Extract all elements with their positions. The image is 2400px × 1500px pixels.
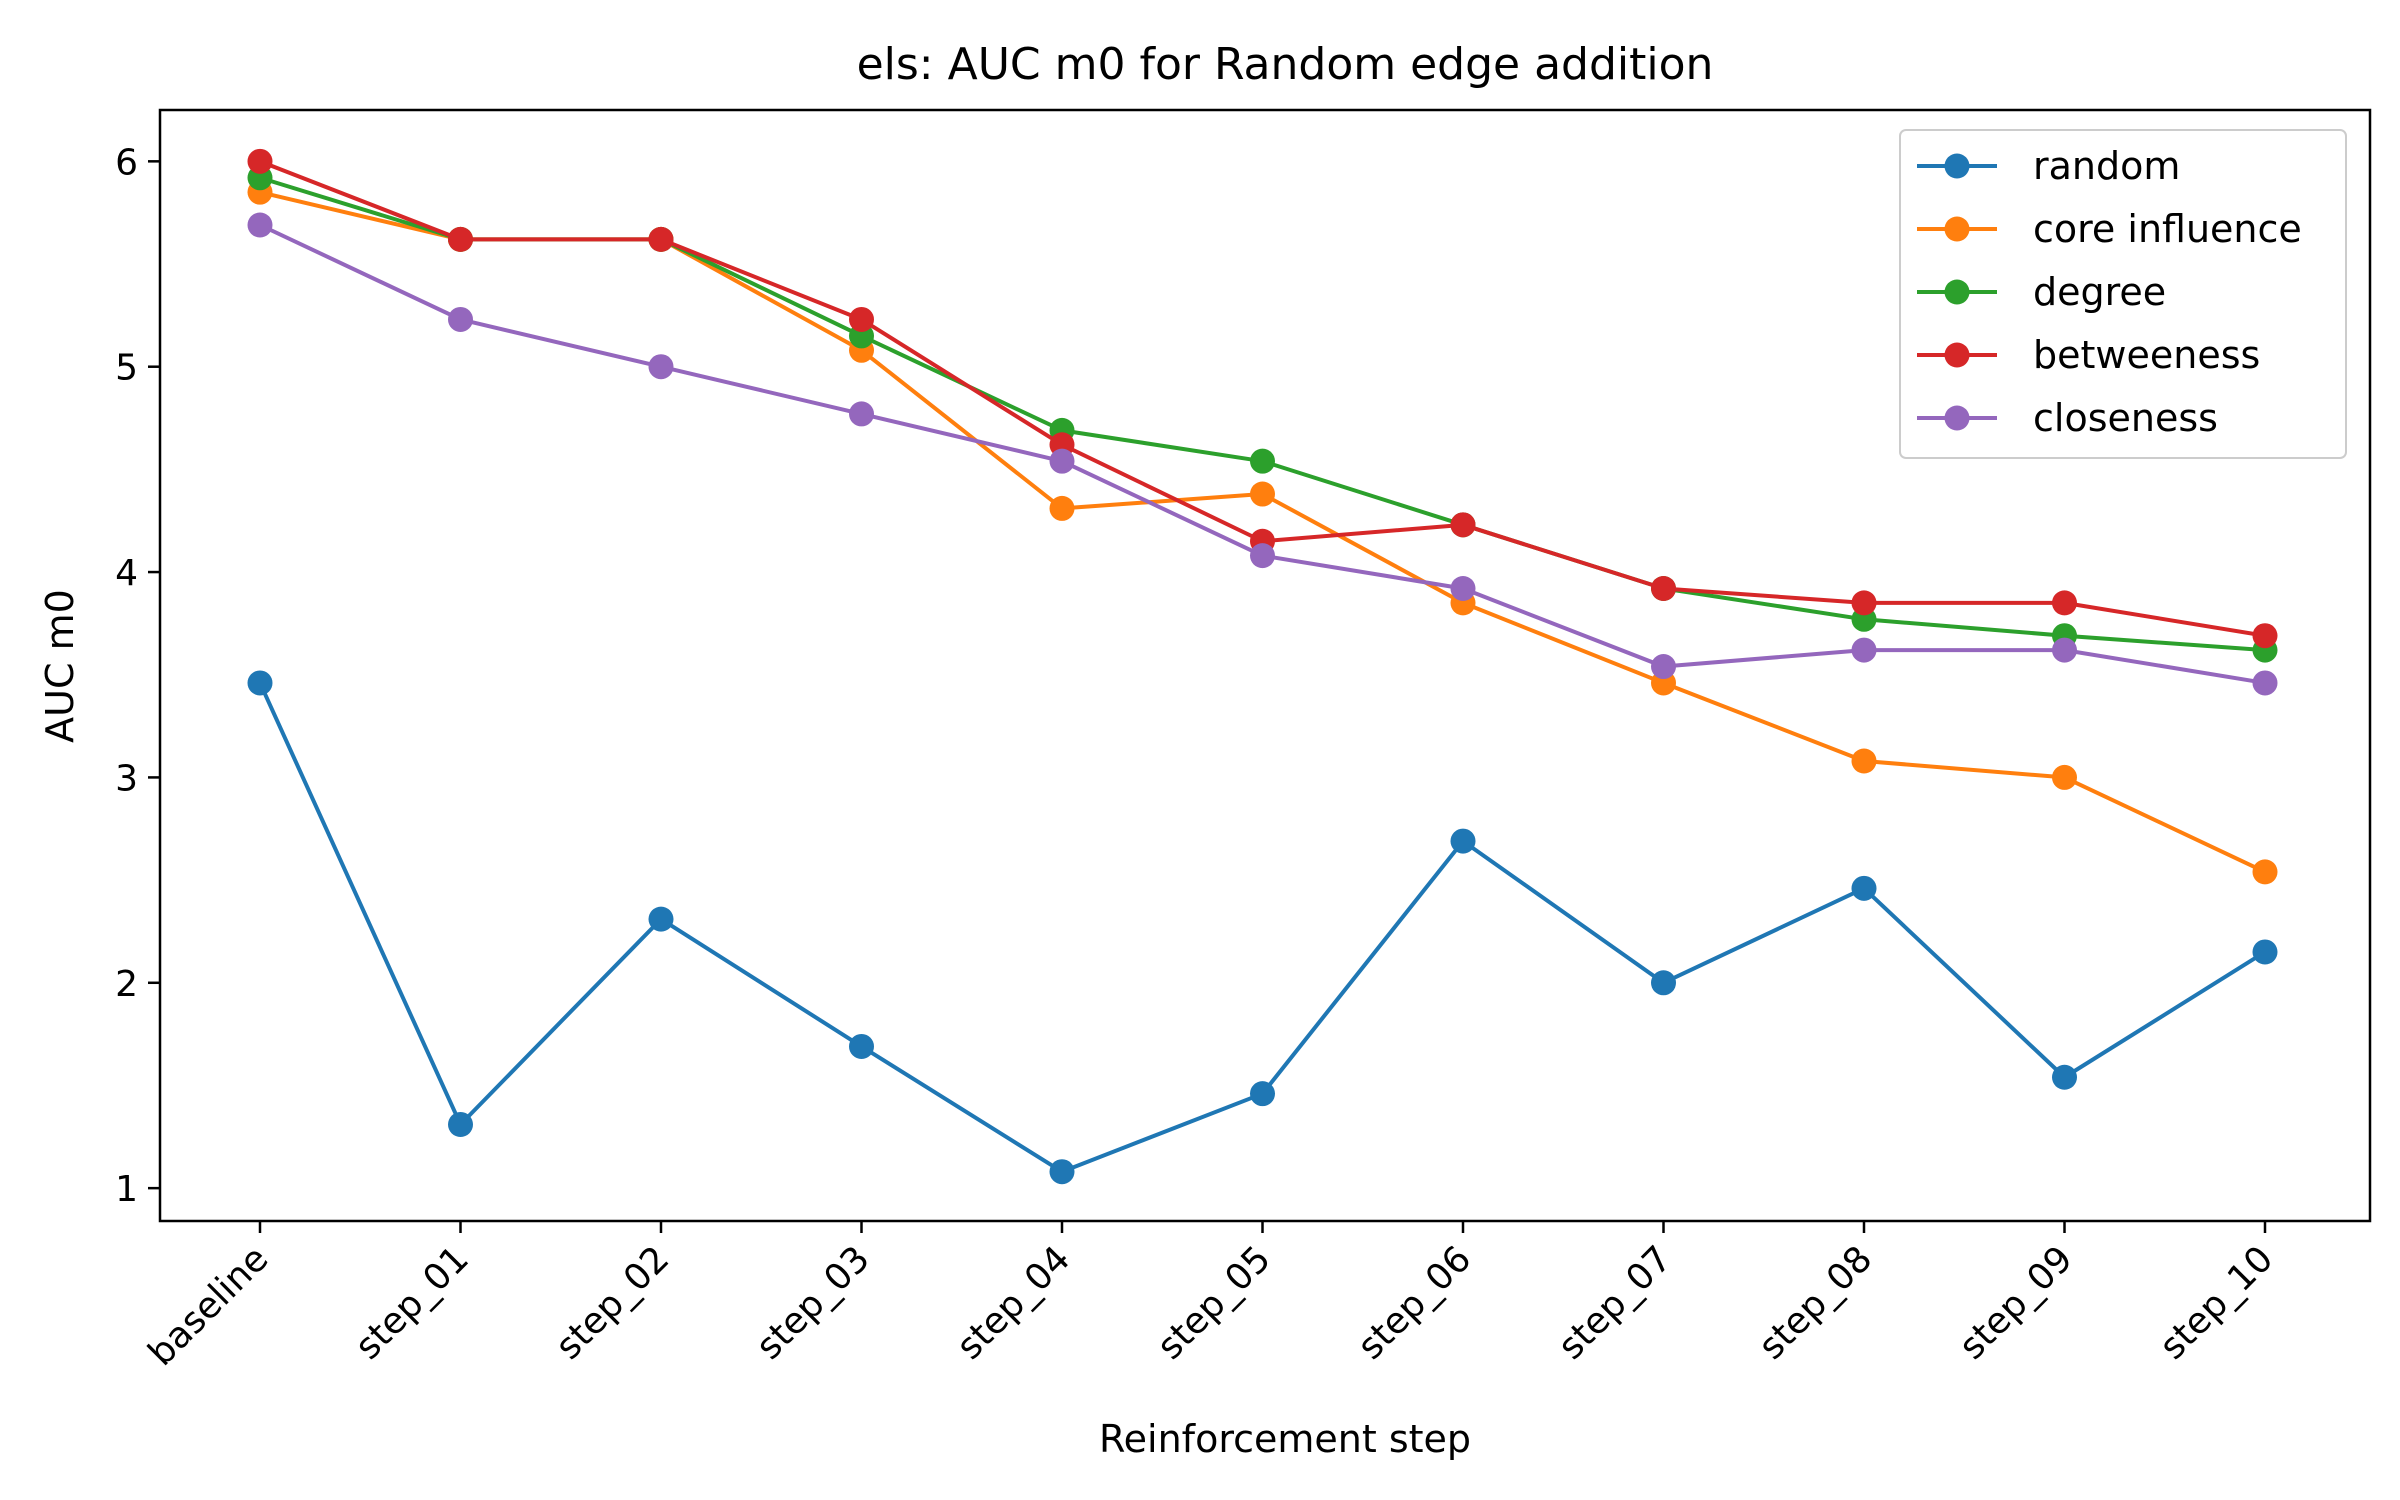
chart-title: els: AUC m0 for Random edge addition [857,39,1714,90]
legend-entry: random [1917,144,2180,188]
y-tick-label: 3 [115,758,138,799]
data-point [247,212,273,238]
data-point [1851,748,1877,774]
data-point [2052,590,2077,616]
legend-marker [1944,342,1970,368]
data-point [849,306,874,332]
series-random [247,670,2278,1185]
data-point [448,306,473,332]
y-tick-label: 4 [115,553,138,594]
series-closeness [247,212,2278,696]
data-point [448,226,473,252]
legend-marker [1944,405,1970,431]
data-point [1250,543,1275,569]
legend-label: degree [2033,270,2166,314]
legend-marker [1944,279,1970,305]
data-point [648,354,674,380]
data-point [1250,481,1275,507]
data-point [2252,670,2278,696]
legend-label: closeness [2033,396,2218,440]
data-point [1049,495,1075,521]
legend-frame [1899,129,2347,459]
legend-label: core influence [2033,207,2302,251]
data-point [1250,448,1275,474]
data-point [2252,623,2278,649]
data-point [1049,1159,1075,1185]
data-point [2052,764,2077,790]
legend: random core influence degree betweeness clos… [1899,129,2347,459]
data-point [1851,637,1877,663]
x-axis-label: Reinforcement step [1099,1417,1471,1461]
data-point [247,148,273,174]
legend-entry: betweeness [1917,333,2260,377]
data-point [1851,590,1877,616]
data-point [1450,828,1476,854]
y-axis-label: AUC m0 [38,589,82,743]
data-point [2052,637,2077,663]
data-point [1651,575,1676,601]
data-point [1450,575,1476,601]
data-point [247,670,273,696]
data-point [1851,875,1877,901]
y-tick-label: 2 [115,964,138,1005]
legend-marker [1944,216,1970,242]
data-point [849,1033,874,1059]
data-point [1651,654,1676,680]
data-point [1651,970,1676,996]
data-point [849,401,874,427]
legend-label: betweeness [2033,333,2260,377]
y-tick-label: 6 [115,142,138,183]
legend-entry: degree [1917,270,2166,314]
y-axis: 1 2 3 4 5 6 [115,142,160,1210]
data-point [1450,512,1476,538]
y-tick-label: 5 [115,348,138,389]
data-point [1049,448,1075,474]
plot-frame [158,108,2372,1223]
legend-entry: closeness [1917,396,2218,440]
data-point [648,906,674,932]
legend-entry: core influence [1917,207,2302,251]
data-point [2052,1064,2077,1090]
y-tick-label: 1 [115,1169,138,1210]
legend-label: random [2033,144,2180,188]
data-point [648,226,674,252]
data-point [1250,1081,1275,1107]
legend-marker [1944,153,1970,179]
data-point [2252,939,2278,965]
series-layer [247,148,2278,1185]
data-point [2252,859,2278,885]
data-point [448,1111,473,1137]
